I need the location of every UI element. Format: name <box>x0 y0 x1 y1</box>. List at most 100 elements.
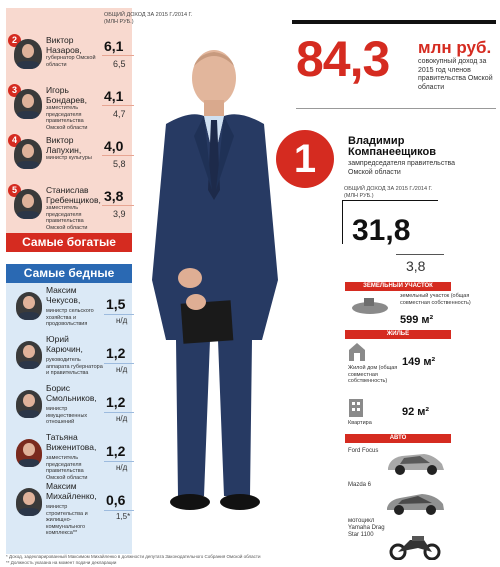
income-2015: 3,8 <box>104 188 124 204</box>
income-2014: н/д <box>116 463 128 472</box>
person-role: заместитель председателя правительства О… <box>46 105 88 131</box>
poorest-item: Максим Чекусов, министр сельского хозяйс… <box>6 284 134 334</box>
portrait-photo <box>14 139 42 169</box>
poorest-banner: Самые бедные <box>6 264 132 283</box>
income-2014: 4,7 <box>113 109 126 119</box>
portrait-photo <box>16 292 42 320</box>
poorest-item: Юрий Карючин, руководитель аппарата губе… <box>6 333 134 383</box>
income-2014: н/д <box>116 316 128 325</box>
person-role: руководитель аппарата губернатора и прав… <box>46 357 103 376</box>
flat-label: Квартира <box>348 420 372 426</box>
person-name: Виктор Лапухин, <box>46 135 82 155</box>
person-role: министр культуры <box>46 155 92 161</box>
person-role: заместитель председателя правительства О… <box>46 455 88 481</box>
person-name: Максим Михайленко, <box>46 481 97 501</box>
richest-banner: Самые богатые <box>6 233 132 252</box>
person-name: Игорь Бондарев, <box>46 85 88 105</box>
housing-section-header: Жилье <box>345 330 451 339</box>
footnote-2: ** Должность указана на момент подачи де… <box>6 560 117 565</box>
person-role: министр сельского хозяйства и продовольс… <box>46 308 94 327</box>
poorest-item: Татьяна Виженитова, заместитель председа… <box>6 431 134 481</box>
top-rule <box>292 20 496 24</box>
total-income-description: совокупный доход за 2015 год членов прав… <box>418 58 493 91</box>
portrait-photo <box>14 89 42 119</box>
total-income-unit: млн руб. <box>418 38 492 57</box>
value-divider <box>104 363 134 364</box>
house-value: 149 м² <box>402 356 436 368</box>
person-role: министр строительства и жилищно-коммунал… <box>46 504 88 536</box>
person-name: Юрий Карючин, <box>46 334 83 354</box>
winner-name: Владимир Компанеещиков <box>348 136 436 158</box>
winner-last-name: Компанеещиков <box>348 146 436 158</box>
income-2014: 6,5 <box>113 59 126 69</box>
person-role: губернатор Омской области <box>46 55 96 68</box>
income-2015: 4,1 <box>104 88 124 104</box>
person-role: министр имущественных отношений <box>46 406 88 425</box>
income-2014: н/д <box>116 414 128 423</box>
car-label-3: мотоцикл Yamaha Drag Star 1100 <box>348 518 385 538</box>
winner-income-2014: 3,8 <box>406 258 426 274</box>
person-name: Борис Смольников, <box>46 383 97 403</box>
value-divider <box>396 254 444 255</box>
land-label: земельный участок (общая совместная собс… <box>400 293 471 306</box>
section-divider <box>296 108 496 109</box>
richest-item: 3 Игорь Бондарев, заместитель председате… <box>6 84 134 132</box>
car-mazda-6-icon <box>387 494 444 515</box>
car-label-1: Ford Focus <box>348 448 379 454</box>
value-divider <box>104 412 134 413</box>
income-2015: 1,5 <box>106 296 126 312</box>
income-2015: 1,2 <box>106 345 126 361</box>
richest-income-caption: ОБЩИЙ ДОХОД ЗА 2015 Г./2014 Г. (МЛН РУБ.… <box>104 12 193 25</box>
house-label: Жилой дом (общая совместная собственност… <box>348 365 398 384</box>
total-income-value: 84,3 <box>296 31 390 87</box>
portrait-photo <box>14 189 42 219</box>
income-2015: 0,6 <box>106 492 126 508</box>
income-2015: 6,1 <box>104 38 124 54</box>
income-2014: 3,9 <box>113 209 126 219</box>
income-2014: 5,8 <box>113 159 126 169</box>
person-name: Виктор Назаров, <box>46 35 82 55</box>
land-section-header: Земельный участок <box>345 282 451 291</box>
portrait-photo <box>16 390 42 418</box>
value-divider <box>102 155 134 156</box>
car-ford-focus-icon <box>388 454 444 475</box>
value-divider <box>102 205 134 206</box>
income-2015: 1,2 <box>106 443 126 459</box>
official-portrait-photo <box>152 50 278 510</box>
value-divider <box>104 510 134 511</box>
car-label-2: Mazda 6 <box>348 482 372 488</box>
winner-first-name: Владимир <box>348 135 405 147</box>
portrait-photo <box>14 39 42 69</box>
value-divider <box>104 461 134 462</box>
person-name: Максим Чекусов, <box>46 285 81 305</box>
richest-item: 4 Виктор Лапухин, министр культуры 4,0 5… <box>6 134 134 182</box>
income-2015: 1,2 <box>106 394 126 410</box>
land-value: 599 м² <box>400 314 434 326</box>
income-2014: 1,5* <box>116 512 131 521</box>
value-divider <box>102 105 134 106</box>
portrait-photo <box>16 488 42 516</box>
winner-rank-badge: 1 <box>276 130 334 188</box>
person-role: заместитель председателя правительства О… <box>46 205 88 231</box>
portrait-photo <box>16 439 42 467</box>
income-2014: н/д <box>116 365 128 374</box>
poorest-item: Максим Михайленко, министр строительства… <box>6 480 134 536</box>
person-name: Татьяна Виженитова, <box>46 432 97 452</box>
winner-role: зампредседателя правительства Омской обл… <box>348 160 456 176</box>
winner-income-caption: ОБЩИЙ ДОХОД ЗА 2015 Г./2014 Г. (МЛН РУБ.… <box>344 186 433 199</box>
land-plot-icon <box>352 298 388 314</box>
auto-section-header: Авто <box>345 434 451 443</box>
winner-income-2015: 31,8 <box>352 214 411 247</box>
richest-item: 2 Виктор Назаров, губернатор Омской обла… <box>6 34 134 82</box>
value-divider <box>104 314 134 315</box>
poorest-item: Борис Смольников, министр имущественных … <box>6 382 134 432</box>
flat-value: 92 м² <box>402 406 430 418</box>
house-icon <box>349 343 365 361</box>
winner-value-bracket <box>342 200 438 244</box>
portrait-photo <box>16 341 42 369</box>
footnote-1: * Доход, задекларированный Максимом Миха… <box>6 554 261 559</box>
richest-item: 5 Станислав Гребенщиков, заместитель пре… <box>6 184 134 232</box>
person-name: Станислав Гребенщиков, <box>46 185 101 205</box>
income-2015: 4,0 <box>104 138 124 154</box>
motorcycle-icon <box>389 536 441 560</box>
